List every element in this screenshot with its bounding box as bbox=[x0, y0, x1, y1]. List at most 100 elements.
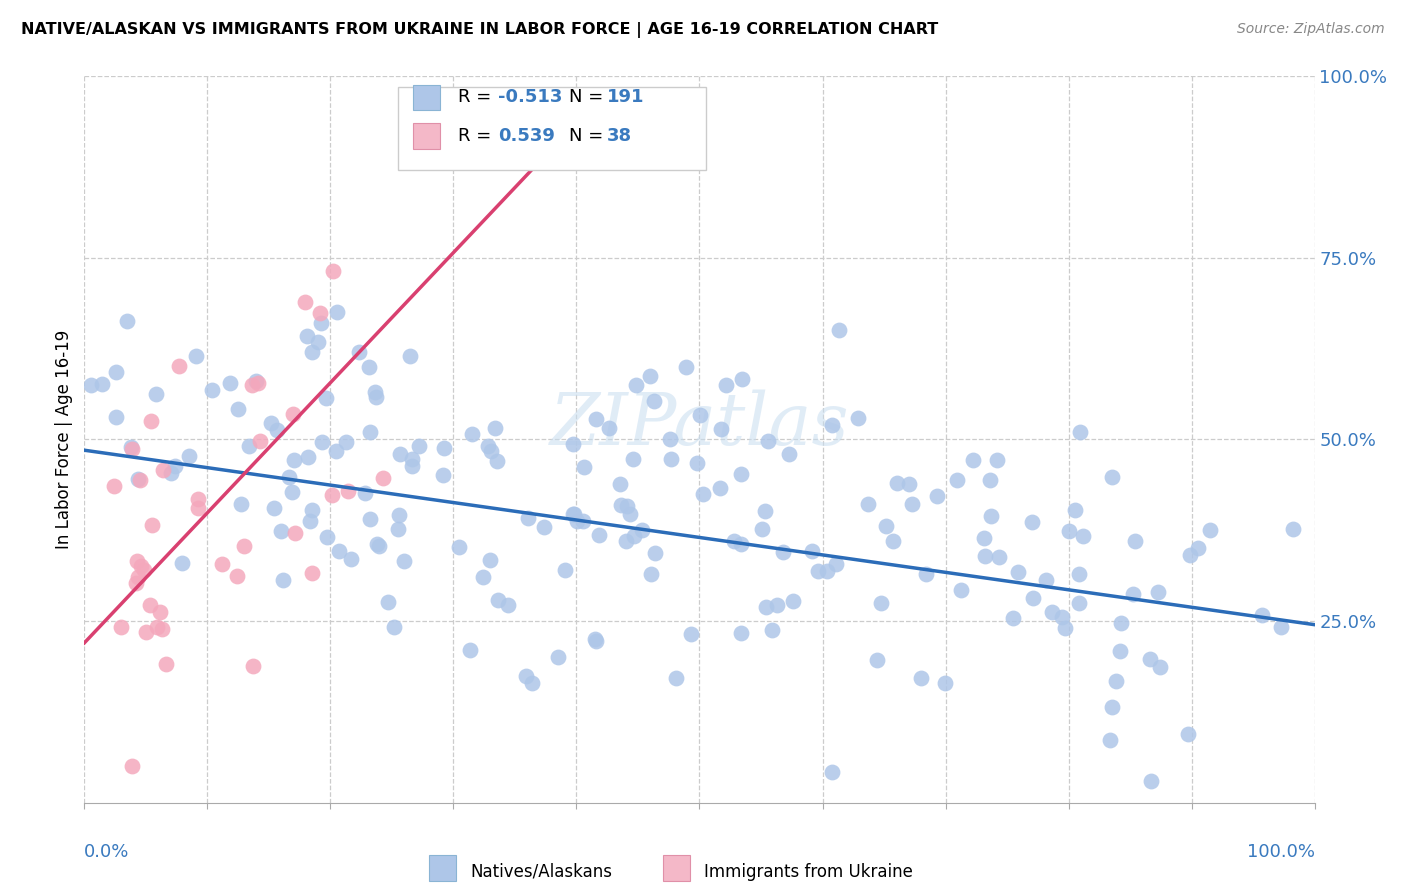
Point bbox=[159, 466, 181, 480]
Point bbox=[751, 523, 773, 537]
Point bbox=[388, 447, 411, 461]
FancyBboxPatch shape bbox=[413, 123, 440, 148]
Point bbox=[914, 567, 936, 582]
Point bbox=[139, 598, 162, 612]
Point bbox=[1035, 573, 1057, 587]
Point bbox=[364, 390, 387, 404]
Point bbox=[226, 402, 249, 417]
Point bbox=[778, 447, 800, 461]
Point bbox=[755, 600, 778, 615]
Point bbox=[315, 391, 337, 405]
Point bbox=[1147, 584, 1170, 599]
Text: 191: 191 bbox=[607, 88, 645, 106]
Point bbox=[496, 599, 519, 613]
Point bbox=[973, 549, 995, 564]
Point bbox=[1057, 524, 1080, 539]
Point bbox=[478, 553, 501, 567]
Point bbox=[630, 523, 652, 537]
Point bbox=[1071, 529, 1094, 543]
Point bbox=[1067, 567, 1090, 582]
Point bbox=[856, 497, 879, 511]
Point bbox=[311, 434, 333, 449]
Point bbox=[730, 537, 752, 551]
Point bbox=[247, 376, 270, 390]
Point bbox=[609, 498, 631, 512]
Point bbox=[129, 473, 152, 487]
Point bbox=[973, 531, 995, 545]
Point bbox=[278, 469, 301, 483]
Point bbox=[240, 378, 263, 392]
Point bbox=[141, 517, 163, 532]
Point bbox=[371, 471, 394, 485]
Point bbox=[547, 649, 569, 664]
Point bbox=[152, 463, 174, 477]
Point bbox=[184, 349, 207, 363]
Point bbox=[263, 501, 285, 516]
Point bbox=[1109, 615, 1132, 630]
Point bbox=[1177, 727, 1199, 741]
Point bbox=[616, 499, 638, 513]
Point bbox=[299, 514, 322, 528]
Point bbox=[640, 567, 662, 582]
Point bbox=[1105, 673, 1128, 688]
Point bbox=[307, 334, 329, 349]
Point bbox=[472, 570, 495, 584]
FancyBboxPatch shape bbox=[398, 87, 706, 170]
Point bbox=[125, 554, 148, 568]
Point bbox=[169, 359, 191, 373]
Point bbox=[730, 372, 752, 386]
Point bbox=[325, 444, 347, 458]
Point bbox=[103, 479, 125, 493]
Point bbox=[398, 349, 420, 363]
Point bbox=[294, 294, 316, 309]
Point bbox=[479, 443, 502, 458]
Point bbox=[562, 437, 585, 451]
Point bbox=[134, 563, 156, 577]
Point bbox=[730, 626, 752, 640]
Point bbox=[458, 643, 481, 657]
Point bbox=[301, 503, 323, 517]
Point bbox=[1069, 425, 1091, 439]
Point bbox=[401, 458, 423, 473]
Point bbox=[554, 563, 576, 577]
Point bbox=[148, 605, 170, 619]
Point bbox=[638, 369, 661, 384]
Point bbox=[1098, 733, 1121, 747]
Point bbox=[686, 457, 709, 471]
Point bbox=[359, 425, 381, 439]
Point bbox=[349, 344, 371, 359]
Point bbox=[322, 264, 344, 278]
Point bbox=[1007, 565, 1029, 579]
Point bbox=[336, 484, 359, 499]
Point bbox=[283, 408, 305, 422]
Point bbox=[145, 386, 167, 401]
Point bbox=[297, 328, 319, 343]
Point bbox=[659, 452, 682, 467]
Point bbox=[533, 520, 555, 534]
Point bbox=[260, 417, 283, 431]
Point bbox=[146, 620, 169, 634]
FancyBboxPatch shape bbox=[662, 855, 690, 880]
Point bbox=[121, 759, 143, 773]
Point bbox=[105, 410, 128, 425]
Point bbox=[1140, 774, 1163, 789]
Point bbox=[824, 558, 846, 572]
Point bbox=[730, 467, 752, 481]
Point bbox=[321, 488, 343, 502]
Point bbox=[387, 523, 409, 537]
Point bbox=[585, 412, 607, 426]
Point bbox=[710, 422, 733, 436]
Point bbox=[1180, 548, 1202, 562]
Point bbox=[870, 596, 893, 610]
Point bbox=[127, 472, 149, 486]
Point bbox=[388, 508, 411, 522]
Point bbox=[619, 507, 641, 521]
Point bbox=[1198, 523, 1220, 537]
Point bbox=[1002, 611, 1025, 625]
Point bbox=[901, 497, 924, 511]
Point bbox=[401, 451, 423, 466]
Point bbox=[882, 533, 904, 548]
Point bbox=[866, 653, 889, 667]
Text: R =: R = bbox=[458, 88, 498, 106]
Point bbox=[986, 453, 1008, 467]
